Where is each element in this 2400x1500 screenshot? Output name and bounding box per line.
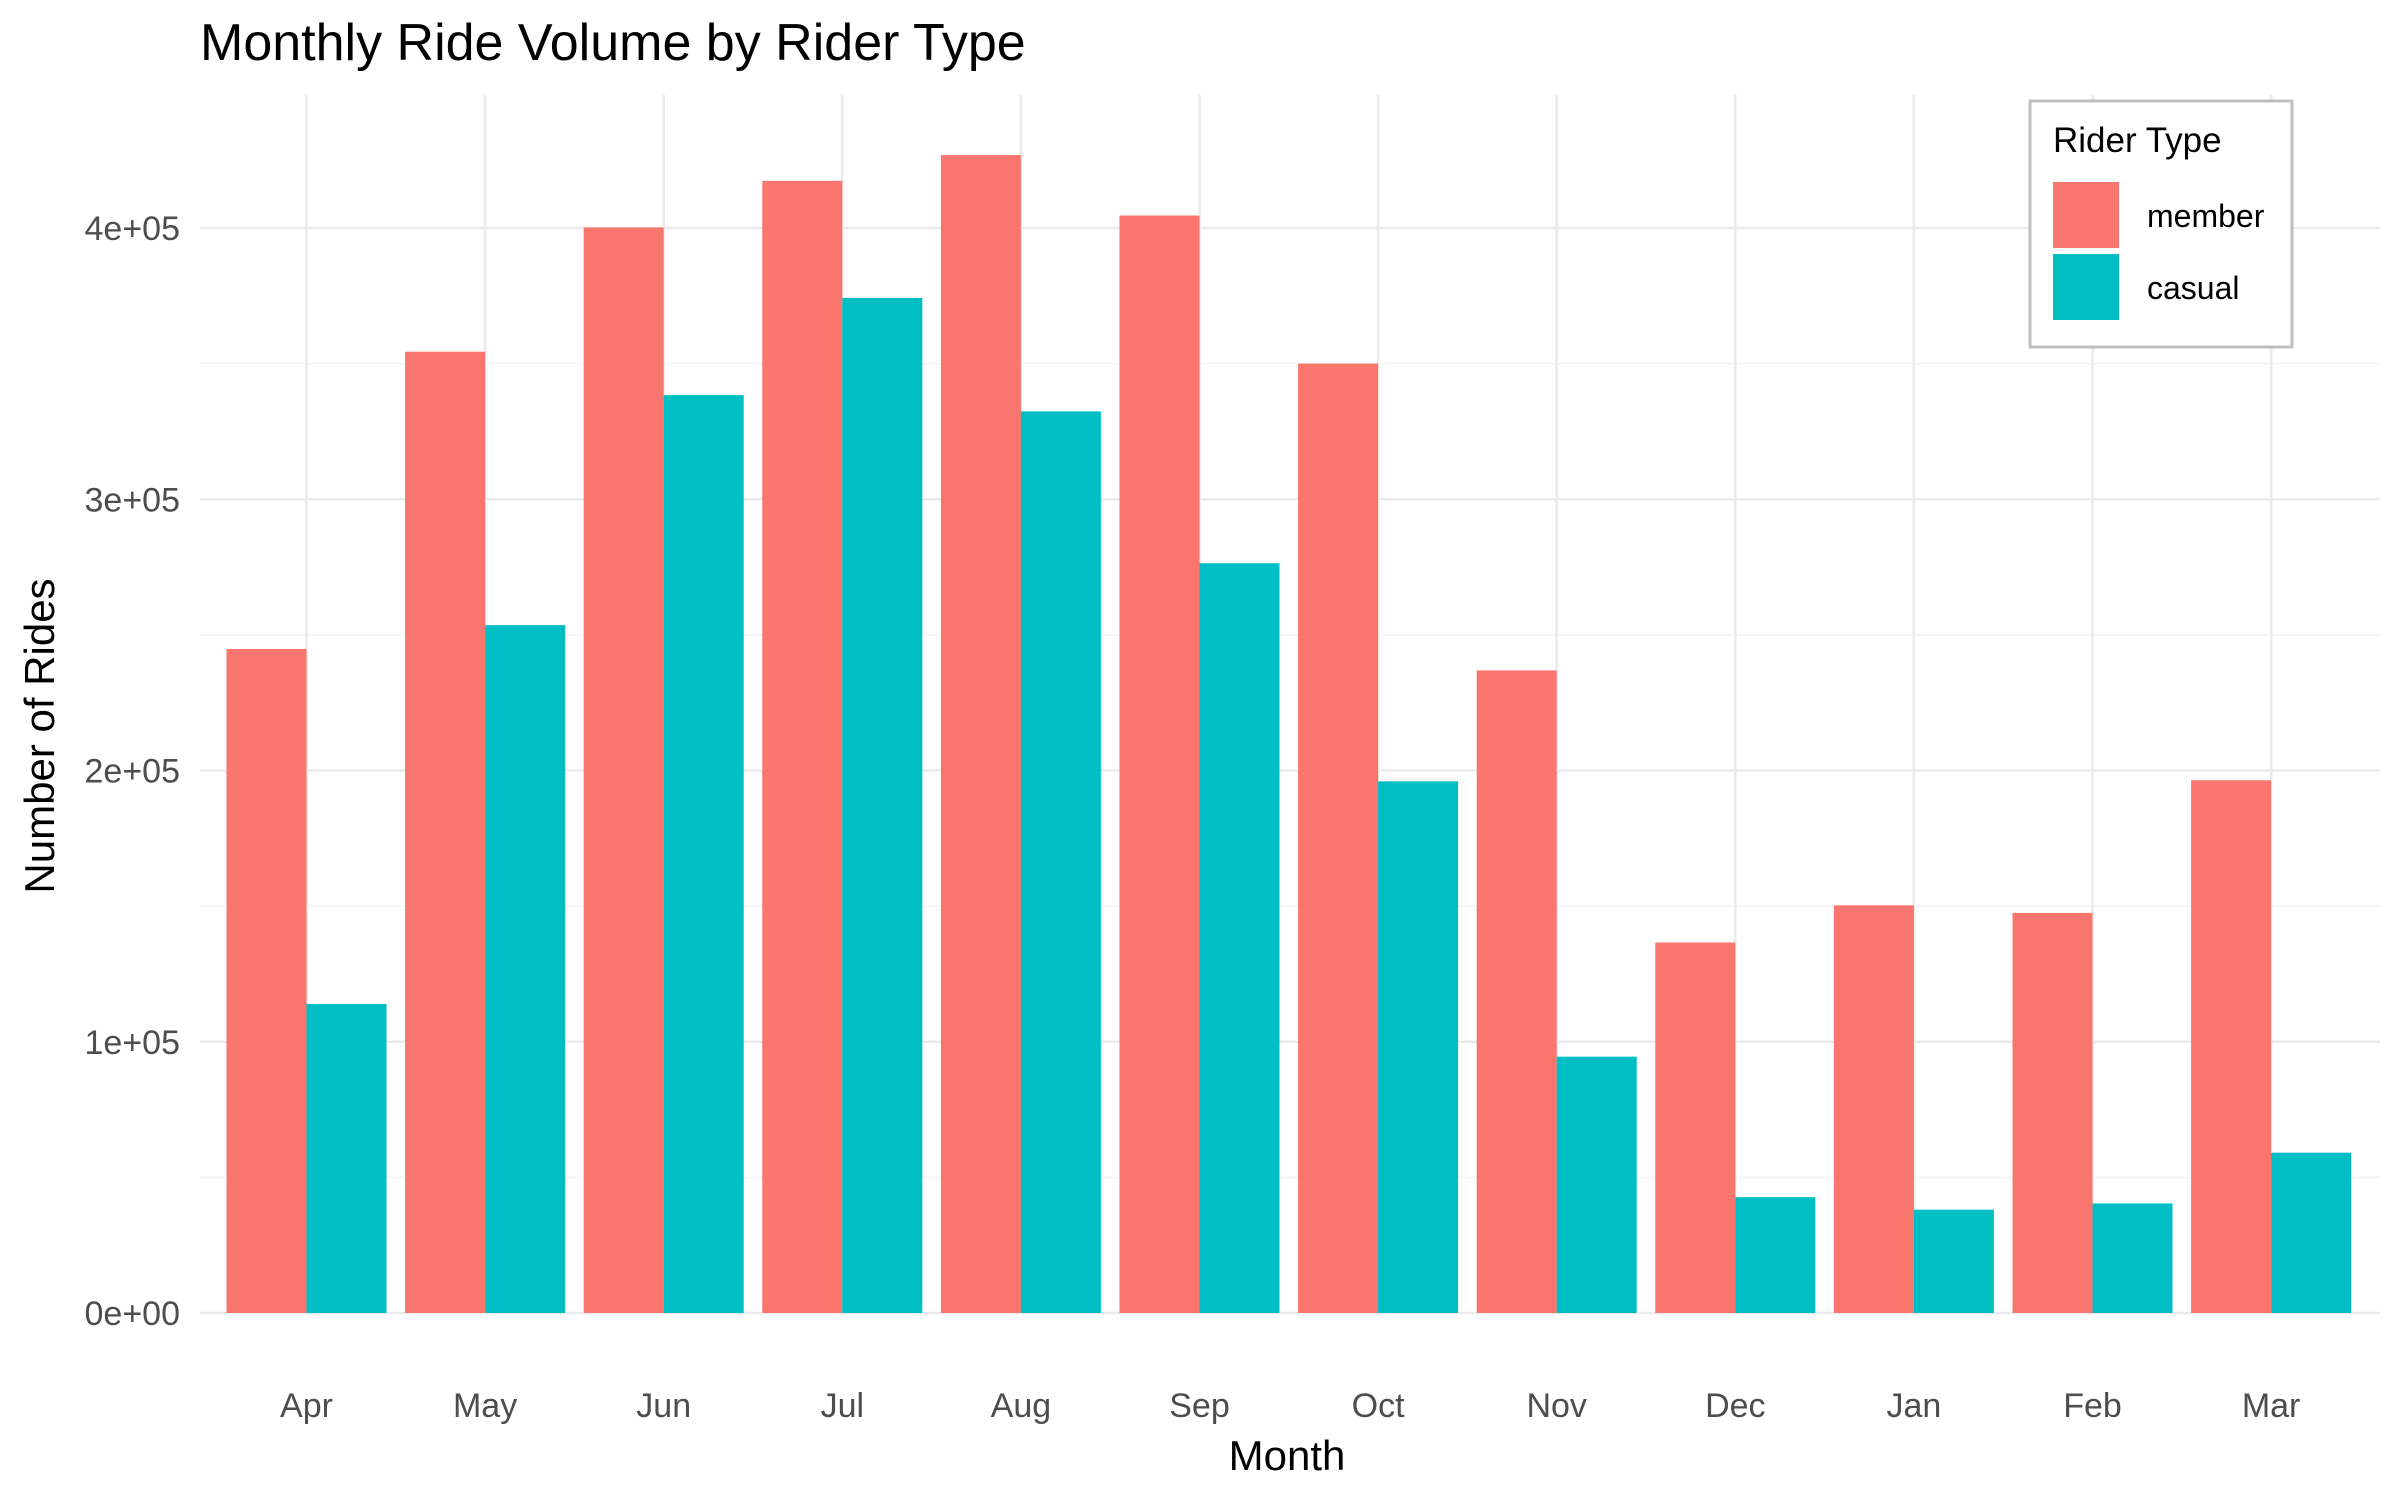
y-axis-title: Number of Rides bbox=[16, 578, 63, 893]
bar-casual-feb bbox=[2092, 1203, 2173, 1313]
chart-title: Monthly Ride Volume by Rider Type bbox=[200, 14, 1026, 72]
bar-casual-jan bbox=[1913, 1209, 1994, 1313]
x-tick-label: Jan bbox=[1886, 1387, 1941, 1425]
y-tick-label: 3e+05 bbox=[85, 481, 181, 519]
x-tick-label: Jun bbox=[636, 1387, 691, 1425]
legend: Rider Type member casual bbox=[2028, 99, 2294, 349]
bar-member-jul bbox=[762, 180, 843, 1314]
bar-member-may bbox=[405, 351, 486, 1313]
bar-member-apr bbox=[226, 648, 307, 1313]
bar-casual-oct bbox=[1378, 781, 1459, 1313]
x-tick-label: Oct bbox=[1352, 1387, 1405, 1425]
bars bbox=[226, 155, 2352, 1314]
x-tick-label: Feb bbox=[2063, 1387, 2122, 1425]
bar-member-dec bbox=[1655, 942, 1736, 1313]
bar-member-jun bbox=[583, 227, 664, 1313]
x-axis-title: Month bbox=[1229, 1432, 1346, 1479]
x-tick-label: Sep bbox=[1169, 1387, 1230, 1425]
bar-member-sep bbox=[1119, 215, 1200, 1314]
legend-swatch-casual bbox=[2053, 254, 2119, 320]
x-axis-ticks: Apr May Jun Jul Aug Sep Oct Nov Dec Jan Feb Mar bbox=[280, 1387, 2300, 1425]
bar-casual-nov bbox=[1556, 1056, 1637, 1313]
bar-member-feb bbox=[2012, 912, 2093, 1313]
bar-casual-may bbox=[485, 625, 566, 1313]
x-tick-label: Nov bbox=[1526, 1387, 1586, 1425]
x-tick-label: Aug bbox=[991, 1387, 1052, 1425]
x-tick-label: Mar bbox=[2242, 1387, 2301, 1425]
legend-label-casual: casual bbox=[2147, 270, 2240, 306]
bar-member-nov bbox=[1476, 670, 1557, 1313]
bar-casual-dec bbox=[1735, 1197, 1816, 1313]
y-tick-label: 0e+00 bbox=[85, 1295, 181, 1333]
bar-casual-aug bbox=[1020, 411, 1101, 1313]
legend-items: member casual bbox=[2053, 182, 2265, 320]
bar-casual-jun bbox=[663, 395, 744, 1314]
x-tick-label: Dec bbox=[1705, 1387, 1765, 1425]
bar-casual-mar bbox=[2271, 1152, 2352, 1313]
y-tick-label: 1e+05 bbox=[85, 1024, 181, 1062]
bar-casual-sep bbox=[1199, 563, 1280, 1313]
bar-casual-jul bbox=[842, 297, 923, 1313]
y-tick-label: 4e+05 bbox=[85, 210, 181, 248]
legend-label-member: member bbox=[2147, 198, 2265, 234]
y-tick-label: 2e+05 bbox=[85, 753, 181, 791]
bar-casual-apr bbox=[306, 1004, 387, 1313]
bar-member-mar bbox=[2191, 780, 2272, 1313]
x-tick-label: Apr bbox=[280, 1387, 333, 1425]
legend-title: Rider Type bbox=[2053, 121, 2222, 160]
bar-member-oct bbox=[1298, 363, 1379, 1313]
bar-member-aug bbox=[940, 155, 1021, 1314]
bar-member-jan bbox=[1833, 905, 1914, 1313]
x-tick-label: Jul bbox=[821, 1387, 864, 1425]
x-tick-label: May bbox=[453, 1387, 517, 1425]
y-axis-ticks: 0e+00 1e+05 2e+05 3e+05 4e+05 bbox=[85, 210, 181, 1333]
legend-swatch-member bbox=[2053, 182, 2119, 248]
